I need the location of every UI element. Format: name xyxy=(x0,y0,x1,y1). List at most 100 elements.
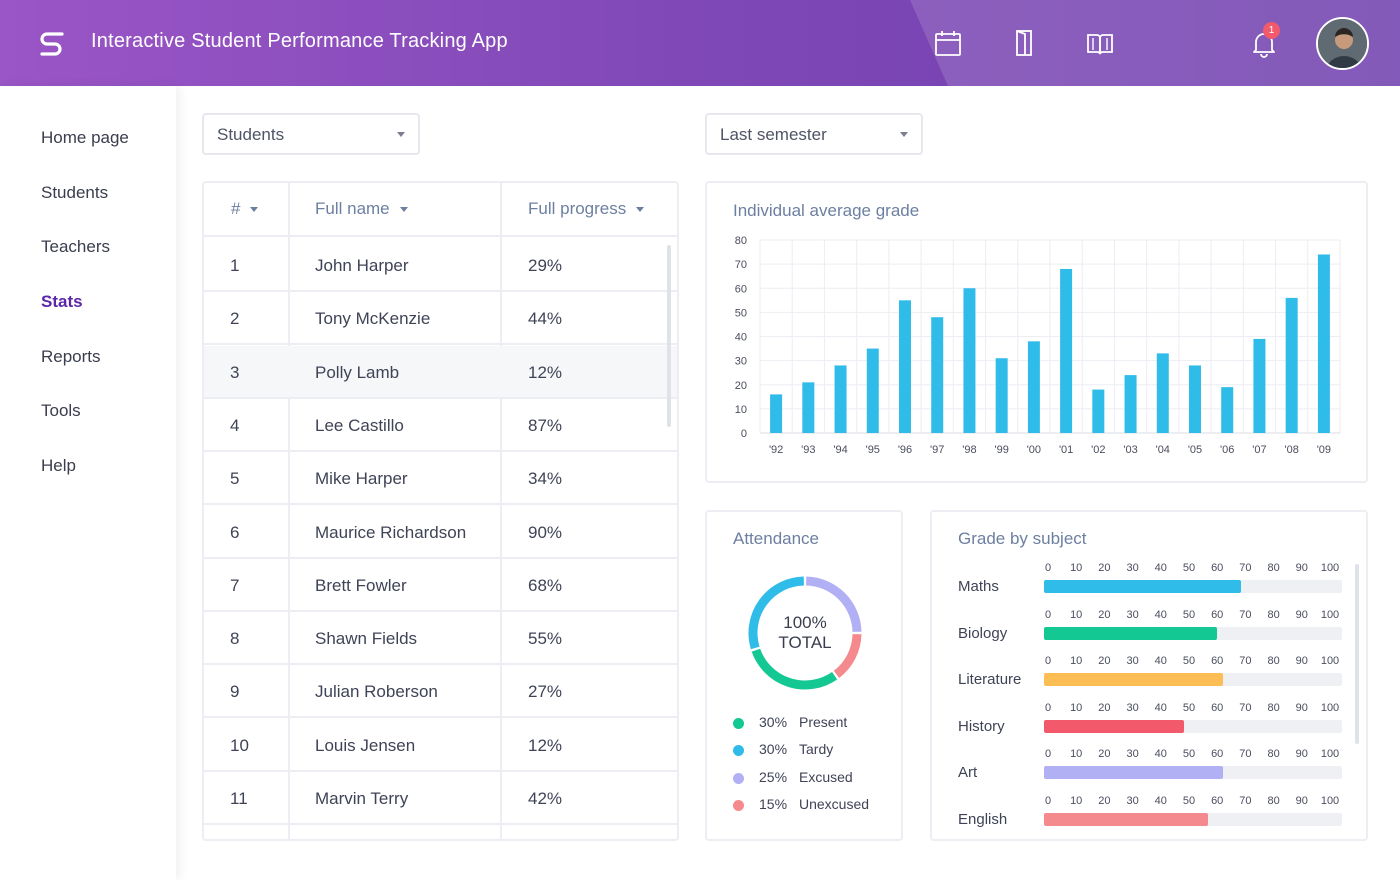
sidebar-item-stats[interactable]: Stats xyxy=(41,292,83,311)
bar-03 xyxy=(1124,375,1137,433)
x-tick-label: 80 xyxy=(1267,748,1280,761)
legend-percent: 25% xyxy=(759,769,788,785)
x-tick-label: '04 xyxy=(1156,444,1170,456)
app-title: Interactive Student Performance Tracking… xyxy=(91,30,508,52)
subject-bar-track xyxy=(1044,719,1342,733)
table-header: # Full name Full progress xyxy=(204,183,677,237)
cell-progress: 12% xyxy=(528,362,563,382)
period-select[interactable]: Last semester xyxy=(705,113,923,155)
table-row[interactable]: 11 Marvin Terry 42% xyxy=(204,772,677,825)
sidebar-item-tools[interactable]: Tools xyxy=(41,401,81,420)
table-row[interactable]: 6 Maurice Richardson 90% xyxy=(204,506,677,559)
column-header-full-progress[interactable]: Full progress xyxy=(528,199,645,219)
bar-01 xyxy=(1060,268,1073,433)
table-row[interactable]: 8 Shawn Fields 55% xyxy=(204,612,677,666)
cell-full-name: John Harper xyxy=(315,256,409,275)
bar-00 xyxy=(1027,341,1040,433)
axis-ticks: 0 10 20 30 40 50 60 70 80 90 100 xyxy=(1044,795,1342,807)
subject-label-art: Art xyxy=(958,764,978,782)
table-scrollbar[interactable] xyxy=(667,245,671,427)
x-tick-label: '01 xyxy=(1059,444,1073,456)
calendar-icon[interactable] xyxy=(933,28,963,58)
axis-ticks: 0 10 20 30 40 50 60 70 80 90 100 xyxy=(1044,748,1342,760)
cell-number: 10 xyxy=(230,735,249,755)
sidebar-item-help[interactable]: Help xyxy=(41,456,76,475)
x-tick-label: '97 xyxy=(930,444,944,456)
x-tick-label: 70 xyxy=(1239,608,1252,621)
table-row[interactable]: 3 Polly Lamb 12% xyxy=(204,345,677,399)
cell-full-name: Julian Roberson xyxy=(315,682,438,702)
subject-scrollbar[interactable] xyxy=(1355,564,1359,744)
table-row[interactable]: 9 Julian Roberson 27% xyxy=(204,665,677,719)
average-grade-title: Individual average grade xyxy=(733,201,920,220)
table-row[interactable]: 5 Mike Harper 34% xyxy=(204,452,677,506)
avatar[interactable] xyxy=(1316,17,1369,70)
grade-by-subject-title: Grade by subject xyxy=(958,529,1087,548)
x-tick-label: 60 xyxy=(1211,562,1224,574)
legend-percent: 30% xyxy=(759,741,788,757)
x-tick-label: 0 xyxy=(1044,795,1052,807)
cell-progress: 27% xyxy=(528,682,563,702)
cell-full-name: Brett Fowler xyxy=(315,575,407,595)
subject-label-literature: Literature xyxy=(958,671,1022,689)
cell-progress: 87% xyxy=(528,415,563,435)
cell-progress: 29% xyxy=(528,256,563,275)
x-tick-label: 30 xyxy=(1126,655,1139,668)
x-tick-label: 60 xyxy=(1211,701,1224,714)
y-tick-label: 20 xyxy=(735,380,747,392)
x-tick-label: 10 xyxy=(1070,655,1083,668)
legend-dot-icon xyxy=(733,745,744,756)
x-tick-label: 70 xyxy=(1239,562,1252,574)
x-tick-label: 90 xyxy=(1295,562,1308,574)
bar-98 xyxy=(963,288,976,433)
cell-number: 5 xyxy=(230,469,240,489)
x-tick-label: 90 xyxy=(1295,655,1308,668)
x-tick-label: 20 xyxy=(1098,748,1111,761)
sidebar-item-students[interactable]: Students xyxy=(41,183,109,202)
x-tick-label: 20 xyxy=(1098,795,1111,807)
x-tick-label: 20 xyxy=(1098,701,1111,714)
cell-progress: 34% xyxy=(528,469,563,489)
cell-progress: 42% xyxy=(528,789,563,808)
x-tick-label: 0 xyxy=(1044,701,1052,714)
attendance-donut-chart xyxy=(748,576,862,690)
x-tick-label: 20 xyxy=(1098,655,1111,668)
column-divider xyxy=(288,183,290,839)
door-icon[interactable] xyxy=(1009,28,1039,58)
period-select-value: Last semester xyxy=(720,125,827,144)
cell-progress: 12% xyxy=(528,735,563,755)
table-row[interactable]: 7 Brett Fowler 68% xyxy=(204,559,677,612)
cell-number: 3 xyxy=(230,362,240,382)
table-row[interactable]: 10 Louis Jensen 12% xyxy=(204,719,677,772)
x-tick-label: 100 xyxy=(1320,701,1340,714)
bar-92 xyxy=(770,394,783,433)
legend-dot-icon xyxy=(733,773,744,784)
x-tick-label: 50 xyxy=(1182,748,1196,761)
sort-caret-icon xyxy=(399,207,408,213)
x-tick-label: 80 xyxy=(1267,562,1280,574)
x-tick-label: '00 xyxy=(1027,444,1041,456)
sidebar-item-home-page[interactable]: Home page xyxy=(41,128,129,147)
x-tick-label: 0 xyxy=(1044,655,1052,668)
table-row[interactable]: 4 Lee Castillo 87% xyxy=(204,399,677,452)
column-header-full-name[interactable]: Full name xyxy=(315,199,408,219)
grade-by-subject-card: Grade by subject 0 10 20 30 40 50 60 70 80 90 100 M… xyxy=(930,510,1368,841)
book-icon[interactable] xyxy=(1085,28,1115,58)
x-tick-label: 90 xyxy=(1295,701,1308,714)
bar-02 xyxy=(1092,389,1105,433)
subject-bar-track xyxy=(1044,626,1342,640)
notification-badge: 1 xyxy=(1263,22,1280,39)
group-select[interactable]: Students xyxy=(202,113,420,155)
table-row[interactable]: 2 Tony McKenzie 44% xyxy=(204,292,677,346)
sidebar-item-reports[interactable]: Reports xyxy=(41,347,101,366)
cell-full-name: Shawn Fields xyxy=(315,629,418,649)
x-tick-label: 70 xyxy=(1239,748,1252,761)
column-header-number[interactable]: # xyxy=(231,199,259,219)
x-tick-label: 50 xyxy=(1182,795,1196,807)
column-header-full-name-label: Full name xyxy=(315,199,390,218)
sidebar-item-teachers[interactable]: Teachers xyxy=(41,237,110,256)
table-row[interactable]: 1 John Harper 29% xyxy=(204,239,677,292)
x-tick-label: 0 xyxy=(1044,748,1052,761)
x-tick-label: 80 xyxy=(1267,608,1280,621)
app-logo-icon[interactable] xyxy=(36,28,68,58)
